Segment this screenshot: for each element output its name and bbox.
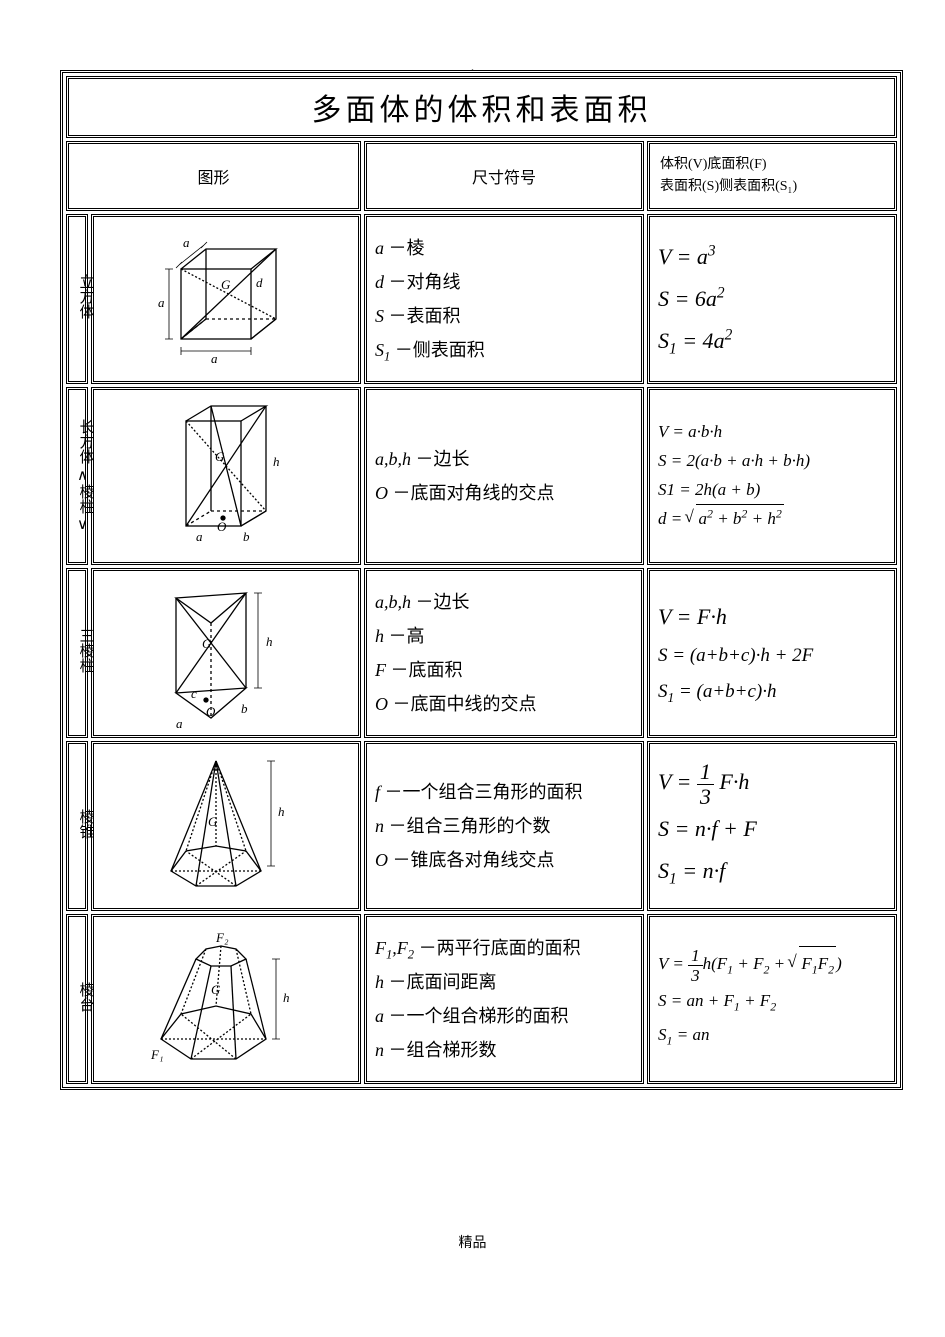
triprism-diagram: a b c h G O — [146, 578, 306, 728]
svg-text:G: G — [208, 814, 218, 829]
row-name-cube: 立方体 — [66, 214, 88, 384]
formulas-cuboid: V = a·b·h S = 2(a·b + a·h + b·h) S1 = 2h… — [647, 387, 897, 565]
page-footer: 精品 — [459, 1232, 487, 1252]
formulas-frustum: V = 13h(F1 + F2 + F1F2) S = an + F1 + F2… — [647, 914, 897, 1084]
row-name-frustum: 棱台 — [66, 914, 88, 1084]
svg-text:h: h — [273, 454, 280, 469]
svg-text:G: G — [211, 982, 221, 997]
figure-frustum: F₂ F₁ h G — [91, 914, 361, 1084]
svg-text:F₁: F₁ — [150, 1047, 163, 1062]
row-name-pyramid: 棱锥 — [66, 741, 88, 911]
svg-text:b: b — [241, 701, 248, 716]
polyhedra-table: 多面体的体积和表面积 图形 尺寸符号 体积(V)底面积(F) 表面积(S)侧表面… — [60, 70, 903, 1090]
row-name-cuboid: 长方体∧棱柱∨ — [66, 387, 88, 565]
svg-text:a: a — [196, 529, 203, 544]
svg-text:a: a — [211, 351, 218, 366]
col-head-formulas: 体积(V)底面积(F) 表面积(S)侧表面积(S₁) — [647, 141, 897, 211]
svg-text:b: b — [243, 529, 250, 544]
title-row: 多面体的体积和表面积 — [66, 76, 897, 138]
col-head-symbols: 尺寸符号 — [364, 141, 644, 211]
symbols-triprism: a,b,h －边长 h －高 F －底面积 O －底面中线的交点 — [364, 568, 644, 738]
svg-text:G: G — [215, 449, 225, 464]
cuboid-diagram: a b h G O — [151, 396, 301, 556]
table-row: 长方体∧棱柱∨ a b — [66, 387, 897, 565]
svg-text:O: O — [217, 519, 227, 534]
formulas-cube: V = a3 S = 6a2 S1 = 4a2 — [647, 214, 897, 384]
symbols-cube: a －棱 d －对角线 S －表面积 S1 －侧表面积 — [364, 214, 644, 384]
svg-text:h: h — [266, 634, 273, 649]
svg-text:F₂: F₂ — [215, 930, 229, 945]
symbols-cuboid: a,b,h －边长 O －底面对角线的交点 — [364, 387, 644, 565]
top-dot-mark: . — [471, 60, 475, 76]
svg-text:a: a — [158, 295, 165, 310]
figure-pyramid: h G — [91, 741, 361, 911]
svg-text:h: h — [278, 804, 285, 819]
svg-text:O: O — [206, 704, 216, 719]
symbols-pyramid: f －一个组合三角形的面积 n －组合三角形的个数 O －锥底各对角线交点 — [364, 741, 644, 911]
svg-text:a: a — [176, 716, 183, 728]
formulas-pyramid: V = 13 F·h S = n·f + F S1 = n·f — [647, 741, 897, 911]
table-title: 多面体的体积和表面积 — [66, 76, 897, 138]
document-page: . 多面体的体积和表面积 图形 尺寸符号 体积(V)底面积(F) 表面积(S)侧… — [0, 0, 945, 1337]
frustum-diagram: F₂ F₁ h G — [141, 924, 311, 1074]
svg-text:h: h — [283, 990, 290, 1005]
row-name-triprism: 三棱柱 — [66, 568, 88, 738]
figure-triprism: a b c h G O — [91, 568, 361, 738]
header-row: 图形 尺寸符号 体积(V)底面积(F) 表面积(S)侧表面积(S₁) — [66, 141, 897, 211]
svg-text:G: G — [202, 636, 212, 651]
table-row: 三棱柱 a — [66, 568, 897, 738]
svg-text:a: a — [183, 235, 190, 250]
pyramid-diagram: h G — [146, 751, 306, 901]
symbols-frustum: F1,F2 －两平行底面的面积 h －底面间距离 a －一个组合梯形的面积 n … — [364, 914, 644, 1084]
svg-text:G: G — [221, 277, 231, 292]
table-row: 棱锥 — [66, 741, 897, 911]
svg-text:d: d — [256, 275, 263, 290]
cube-diagram: a a a G d — [151, 229, 301, 369]
figure-cube: a a a G d — [91, 214, 361, 384]
table-row: 立方体 — [66, 214, 897, 384]
formulas-triprism: V = F·h S = (a+b+c)·h + 2F S1 = (a+b+c)·… — [647, 568, 897, 738]
svg-text:c: c — [191, 686, 197, 701]
figure-cuboid: a b h G O — [91, 387, 361, 565]
table-row: 棱台 — [66, 914, 897, 1084]
col-head-shape: 图形 — [66, 141, 361, 211]
